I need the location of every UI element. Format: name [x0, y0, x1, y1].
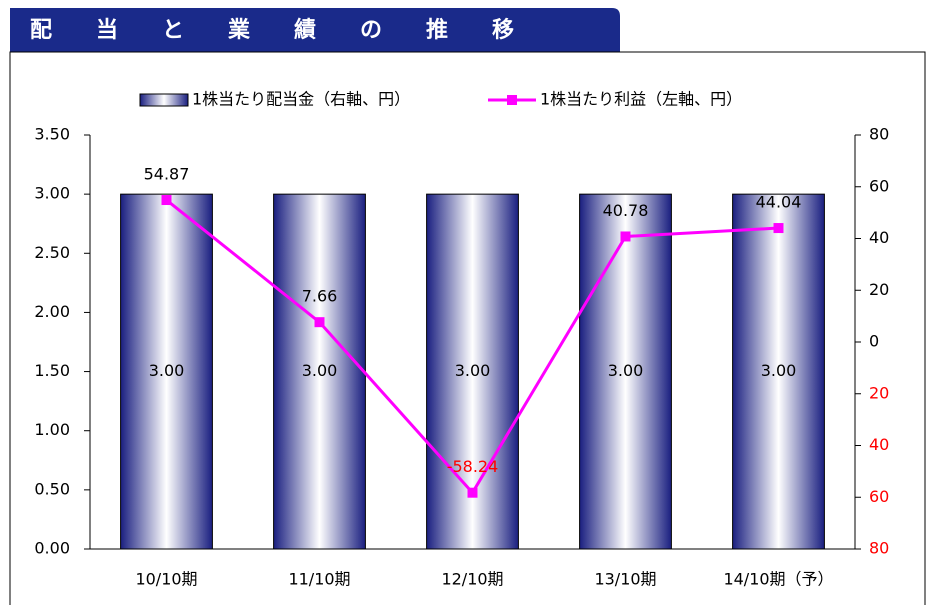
- line-value-label: 54.87: [144, 165, 190, 184]
- y-tick-label: 2.50: [34, 243, 70, 262]
- y2-tick-label: 60: [869, 487, 889, 506]
- y-tick-label: 3.50: [34, 125, 70, 144]
- y-tick-label: 3.00: [34, 184, 70, 203]
- y-tick-label: 1.50: [34, 361, 70, 380]
- y2-tick-label: 60: [869, 176, 889, 195]
- legend-label: 1株当たり配当金（右軸、円）: [192, 90, 410, 109]
- bar-value-label: 3.00: [761, 361, 797, 380]
- x-tick-label: 14/10期（予）: [723, 570, 833, 589]
- y-tick-label: 1.00: [34, 420, 70, 439]
- y2-tick-label: 80: [869, 125, 889, 144]
- line-value-label: -58.24: [447, 457, 499, 476]
- y-tick-label: 0.50: [34, 479, 70, 498]
- bar-value-label: 3.00: [455, 361, 491, 380]
- x-tick-label: 12/10期: [441, 570, 503, 589]
- legend-label: 1株当たり利益（左軸、円）: [540, 90, 742, 109]
- line-marker: [161, 195, 172, 206]
- y-tick-label: 0.00: [34, 539, 70, 558]
- bar: [579, 193, 672, 550]
- line-value-label: 40.78: [603, 201, 649, 220]
- y-tick-label: 2.00: [34, 302, 70, 321]
- line-marker: [620, 231, 631, 242]
- header-tab: [10, 8, 620, 52]
- header-title: 配当と業績の推移: [30, 17, 558, 43]
- y2-tick-label: 0: [869, 332, 879, 351]
- bar-value-label: 3.00: [608, 361, 644, 380]
- y2-tick-label: 40: [869, 228, 889, 247]
- bar-value-label: 3.00: [149, 361, 185, 380]
- legend-marker: [507, 95, 517, 105]
- line-value-label: 7.66: [302, 287, 338, 306]
- legend-swatch: [139, 93, 189, 107]
- y2-tick-label: 80: [869, 539, 889, 558]
- line-marker: [314, 317, 325, 328]
- x-tick-label: 11/10期: [288, 570, 350, 589]
- y2-tick-label: 20: [869, 383, 889, 402]
- x-tick-label: 10/10期: [135, 570, 197, 589]
- line-marker: [467, 487, 478, 498]
- frame: [9, 51, 926, 605]
- y2-tick-label: 20: [869, 280, 889, 299]
- bar: [120, 193, 213, 550]
- line-marker: [773, 223, 784, 234]
- y2-tick-label: 40: [869, 435, 889, 454]
- x-tick-label: 13/10期: [594, 570, 656, 589]
- line-value-label: 44.04: [756, 193, 802, 212]
- bar-value-label: 3.00: [302, 361, 338, 380]
- bar: [732, 193, 825, 550]
